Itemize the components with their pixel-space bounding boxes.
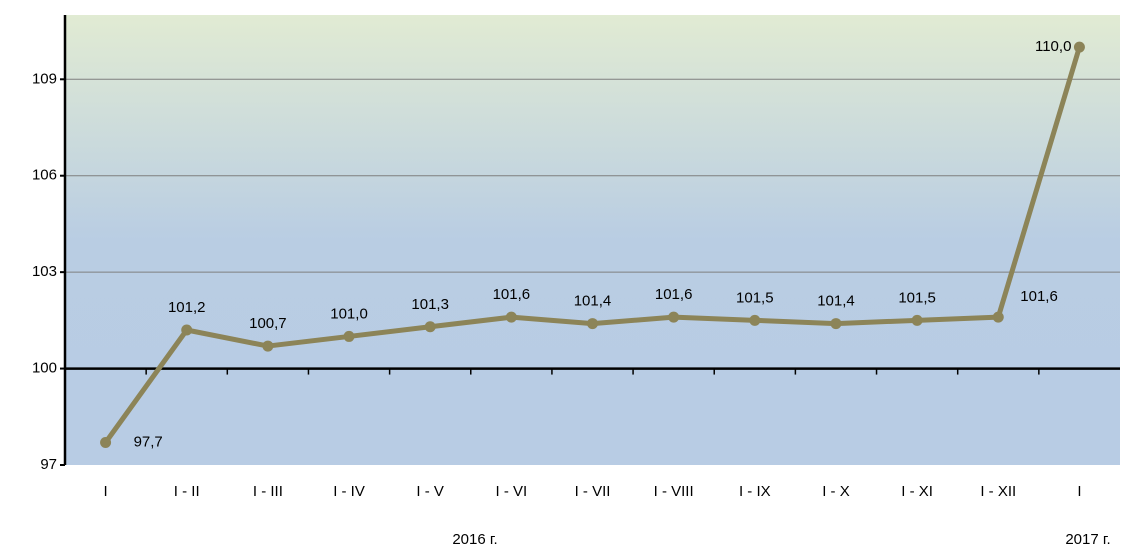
data-label: 110,0 <box>1035 38 1071 55</box>
data-label: 101,5 <box>898 289 936 306</box>
data-label: 101,4 <box>574 293 612 310</box>
x-tick-label: I - II <box>174 483 200 500</box>
marker <box>181 324 193 336</box>
y-tick-label: 97 <box>40 456 57 473</box>
marker <box>911 314 923 326</box>
x-tick-label: I - III <box>253 483 283 500</box>
x-tick-label: I - X <box>822 483 850 500</box>
y-tick-label: 106 <box>32 167 57 184</box>
x-tick-label: I - VIII <box>654 483 694 500</box>
data-label: 101,6 <box>1020 288 1058 305</box>
marker <box>587 318 598 330</box>
data-label: 97,7 <box>134 433 163 450</box>
marker <box>668 311 680 323</box>
group-label: 2016 г. <box>452 531 497 547</box>
data-label: 101,2 <box>168 299 206 316</box>
data-label: 101,5 <box>736 289 774 306</box>
x-tick-label: I - VII <box>575 483 611 500</box>
marker <box>343 330 355 342</box>
marker <box>424 321 436 333</box>
x-tick-label: I - XI <box>901 483 933 500</box>
data-label: 101,6 <box>655 286 693 303</box>
x-tick-label: I <box>103 483 107 500</box>
marker <box>262 340 274 352</box>
y-tick-label: 100 <box>32 360 57 377</box>
group-label: 2017 г. <box>1065 531 1110 547</box>
y-tick-label: 103 <box>32 263 57 280</box>
plot-area <box>65 15 1120 465</box>
x-tick-label: I - IV <box>333 483 365 500</box>
x-tick-label: I - XII <box>980 483 1016 500</box>
x-tick-label: I - IX <box>739 483 771 500</box>
x-tick-label: I - V <box>416 483 444 500</box>
y-tick-label: 109 <box>32 70 57 87</box>
marker <box>830 318 842 330</box>
marker <box>992 311 1004 323</box>
data-label: 101,0 <box>330 305 368 322</box>
data-label: 100,7 <box>249 315 287 332</box>
marker <box>100 437 112 448</box>
marker <box>749 314 761 326</box>
data-label: 101,3 <box>411 296 449 313</box>
marker <box>505 311 517 323</box>
marker <box>1073 41 1085 53</box>
data-label: 101,4 <box>817 293 855 310</box>
x-tick-label: I - VI <box>496 483 528 500</box>
x-tick-label: I <box>1077 483 1081 500</box>
data-label: 101,6 <box>493 286 531 303</box>
